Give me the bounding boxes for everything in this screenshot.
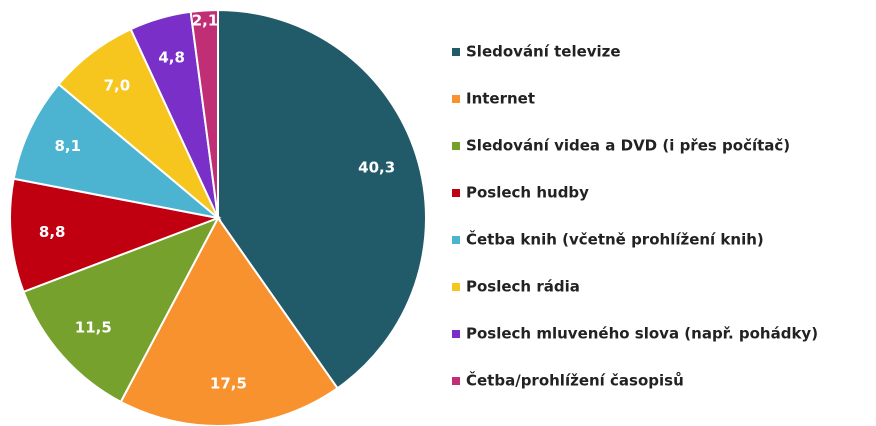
legend-label: Četba knih (včetně prohlížení knih)	[466, 230, 764, 249]
legend-swatch	[452, 283, 460, 291]
legend-swatch	[452, 189, 460, 197]
legend-swatch	[452, 236, 460, 244]
pie-slice	[22, 216, 221, 404]
legend-label: Internet	[466, 90, 535, 108]
pie-slice	[12, 82, 222, 220]
data-label: 7,0	[104, 76, 131, 94]
data-label: 17,5	[210, 375, 247, 393]
pie-slice	[9, 177, 222, 294]
pie-slice	[217, 8, 427, 390]
legend-label: Poslech mluveného slova (např. pohádky)	[466, 325, 818, 343]
legend-swatch	[452, 48, 460, 56]
data-label: 8,1	[54, 137, 81, 155]
data-label: 2,1	[192, 11, 219, 29]
legend-swatch	[452, 95, 460, 103]
legend-label: Sledování videa a DVD (i přes počítač)	[466, 137, 790, 155]
legend-swatch	[452, 142, 460, 150]
legend-swatch	[452, 330, 460, 338]
pie-slice	[189, 8, 219, 219]
legend-label: Četba/prohlížení časopisů	[466, 371, 684, 390]
legend-label: Poslech rádia	[466, 278, 580, 296]
data-label: 4,8	[158, 49, 185, 67]
data-label: 11,5	[75, 319, 112, 337]
data-label: 8,8	[39, 223, 66, 241]
legend-label: Poslech hudby	[466, 184, 589, 202]
legend-swatch	[452, 377, 460, 385]
data-label: 40,3	[358, 158, 395, 176]
legend-label: Sledování televize	[466, 43, 621, 61]
